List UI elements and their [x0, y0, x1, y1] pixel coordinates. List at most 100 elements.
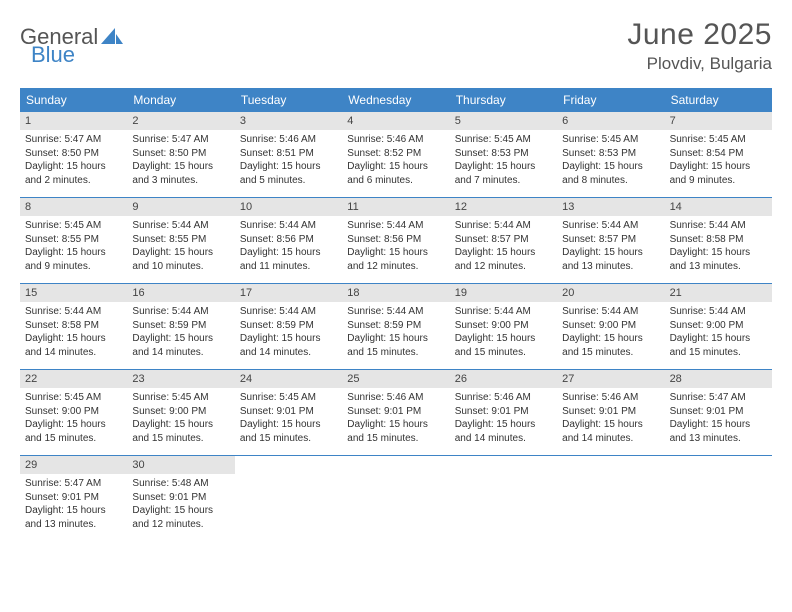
sunrise-line: Sunrise: 5:45 AM: [239, 391, 338, 405]
sunrise-line: Sunrise: 5:47 AM: [131, 133, 230, 147]
sunset-line: Sunset: 8:53 PM: [454, 147, 553, 161]
sunset-line: Sunset: 8:55 PM: [131, 233, 230, 247]
calendar-day: 16Sunrise: 5:44 AMSunset: 8:59 PMDayligh…: [127, 284, 234, 367]
sunrise-line: Sunrise: 5:44 AM: [239, 305, 338, 319]
calendar-day: 6Sunrise: 5:45 AMSunset: 8:53 PMDaylight…: [557, 112, 664, 195]
day-number: 23: [127, 370, 234, 388]
daylight-line: Daylight: 15 hours and 14 minutes.: [454, 418, 553, 445]
month-title: June 2025: [627, 18, 772, 52]
calendar-day: 20 Sunrise: 5:44 AMSunset: 9:00 PMDayligh…: [557, 284, 664, 367]
calendar-day: 29 Sunrise: 5:47 AMSunset: 9:01 PMDayligh…: [20, 456, 127, 539]
day-number: 12: [450, 198, 557, 216]
daylight-line: Daylight: 15 hours and 13 minutes.: [561, 246, 660, 273]
sunrise-line: Sunrise: 5:44 AM: [454, 219, 553, 233]
sunrise-line: Sunrise: 5:45 AM: [454, 133, 553, 147]
sunrise-line: Sunrise: 5:47 AM: [24, 133, 123, 147]
sunset-line: Sunset: 8:59 PM: [131, 319, 230, 333]
day-number: 9: [127, 198, 234, 216]
calendar-day: 21Sunrise: 5:44 AMSunset: 9:00 PMDayligh…: [665, 284, 772, 367]
day-number: 2: [127, 112, 234, 130]
sunrise-line: Sunrise: 5:44 AM: [131, 219, 230, 233]
sunset-line: Sunset: 9:00 PM: [24, 405, 123, 419]
sunset-line: Sunset: 9:00 PM: [454, 319, 553, 333]
day-number: 22: [20, 370, 127, 388]
sunset-line: Sunset: 8:56 PM: [239, 233, 338, 247]
calendar-day: 4Sunrise: 5:46 AMSunset: 8:52 PMDaylight…: [342, 112, 449, 195]
calendar-day: 18Sunrise: 5:44 AMSunset: 8:59 PMDayligh…: [342, 284, 449, 367]
daylight-line: Daylight: 15 hours and 9 minutes.: [24, 246, 123, 273]
sunrise-line: Sunrise: 5:45 AM: [669, 133, 768, 147]
calendar-day: 17Sunrise: 5:44 AMSunset: 8:59 PMDayligh…: [235, 284, 342, 367]
day-number: 18: [342, 284, 449, 302]
header: General June 2025 Plovdiv, Bulgaria: [20, 18, 772, 74]
day-number: 29: [20, 456, 127, 474]
sunset-line: Sunset: 9:01 PM: [239, 405, 338, 419]
sunset-line: Sunset: 9:01 PM: [346, 405, 445, 419]
sunset-line: Sunset: 8:54 PM: [669, 147, 768, 161]
sunset-line: Sunset: 8:55 PM: [24, 233, 123, 247]
daylight-line: Daylight: 15 hours and 15 minutes.: [239, 418, 338, 445]
sunrise-line: Sunrise: 5:46 AM: [454, 391, 553, 405]
daylight-line: Daylight: 15 hours and 15 minutes.: [669, 332, 768, 359]
sunrise-line: Sunrise: 5:44 AM: [239, 219, 338, 233]
sunset-line: Sunset: 9:01 PM: [24, 491, 123, 505]
dow-header: Tuesday: [235, 88, 342, 112]
sunset-line: Sunset: 8:58 PM: [24, 319, 123, 333]
daylight-line: Daylight: 15 hours and 15 minutes.: [454, 332, 553, 359]
daylight-line: Daylight: 15 hours and 13 minutes.: [24, 504, 123, 531]
day-number: 6: [557, 112, 664, 130]
sunrise-line: Sunrise: 5:45 AM: [131, 391, 230, 405]
day-number: 20: [557, 284, 664, 302]
calendar-day: 19Sunrise: 5:44 AMSunset: 9:00 PMDayligh…: [450, 284, 557, 367]
sunset-line: Sunset: 8:59 PM: [346, 319, 445, 333]
calendar-day: 25Sunrise: 5:46 AMSunset: 9:01 PMDayligh…: [342, 370, 449, 453]
sunset-line: Sunset: 8:52 PM: [346, 147, 445, 161]
sunset-line: Sunset: 9:01 PM: [454, 405, 553, 419]
daylight-line: Daylight: 15 hours and 15 minutes.: [346, 332, 445, 359]
daylight-line: Daylight: 15 hours and 12 minutes.: [454, 246, 553, 273]
daylight-line: Daylight: 15 hours and 15 minutes.: [561, 332, 660, 359]
sunrise-line: Sunrise: 5:45 AM: [24, 391, 123, 405]
daylight-line: Daylight: 15 hours and 14 minutes.: [561, 418, 660, 445]
calendar-day: 12Sunrise: 5:44 AMSunset: 8:57 PMDayligh…: [450, 198, 557, 281]
dow-header: Monday: [127, 88, 234, 112]
sunset-line: Sunset: 9:00 PM: [131, 405, 230, 419]
sunset-line: Sunset: 8:56 PM: [346, 233, 445, 247]
dow-header: Wednesday: [342, 88, 449, 112]
calendar-day: 15Sunrise: 5:44 AMSunset: 8:58 PMDayligh…: [20, 284, 127, 367]
daylight-line: Daylight: 15 hours and 14 minutes.: [239, 332, 338, 359]
dow-header: Friday: [557, 88, 664, 112]
daylight-line: Daylight: 15 hours and 13 minutes.: [669, 246, 768, 273]
dow-header: Sunday: [20, 88, 127, 112]
sunrise-line: Sunrise: 5:44 AM: [669, 305, 768, 319]
calendar-day: 1Sunrise: 5:47 AMSunset: 8:50 PMDaylight…: [20, 112, 127, 195]
calendar-day: 30Sunrise: 5:48 AMSunset: 9:01 PMDayligh…: [127, 456, 234, 539]
day-number: 19: [450, 284, 557, 302]
daylight-line: Daylight: 15 hours and 8 minutes.: [561, 160, 660, 187]
calendar-day: ....: [342, 456, 449, 539]
calendar-day: 11Sunrise: 5:44 AMSunset: 8:56 PMDayligh…: [342, 198, 449, 281]
sunset-line: Sunset: 8:51 PM: [239, 147, 338, 161]
sunrise-line: Sunrise: 5:46 AM: [239, 133, 338, 147]
day-number: 25: [342, 370, 449, 388]
daylight-line: Daylight: 15 hours and 5 minutes.: [239, 160, 338, 187]
sunrise-line: Sunrise: 5:44 AM: [561, 305, 660, 319]
sunrise-line: Sunrise: 5:46 AM: [561, 391, 660, 405]
sunset-line: Sunset: 8:59 PM: [239, 319, 338, 333]
day-number: 26: [450, 370, 557, 388]
daylight-line: Daylight: 15 hours and 12 minutes.: [131, 504, 230, 531]
sunset-line: Sunset: 9:00 PM: [561, 319, 660, 333]
day-number: 8: [20, 198, 127, 216]
sunrise-line: Sunrise: 5:47 AM: [24, 477, 123, 491]
calendar-day: 5 Sunrise: 5:45 AMSunset: 8:53 PMDaylight…: [450, 112, 557, 195]
calendar-day: 8 Sunrise: 5:45 AMSunset: 8:55 PMDaylight…: [20, 198, 127, 281]
day-number: 5: [450, 112, 557, 130]
sunrise-line: Sunrise: 5:44 AM: [669, 219, 768, 233]
sunrise-line: Sunrise: 5:45 AM: [24, 219, 123, 233]
daylight-line: Daylight: 15 hours and 7 minutes.: [454, 160, 553, 187]
calendar-day: 23Sunrise: 5:45 AMSunset: 9:00 PMDayligh…: [127, 370, 234, 453]
daylight-line: Daylight: 15 hours and 14 minutes.: [24, 332, 123, 359]
calendar-day: 24Sunrise: 5:45 AMSunset: 9:01 PMDayligh…: [235, 370, 342, 453]
day-number: 11: [342, 198, 449, 216]
calendar-grid: SundayMondayTuesdayWednesdayThursdayFrid…: [20, 88, 772, 539]
